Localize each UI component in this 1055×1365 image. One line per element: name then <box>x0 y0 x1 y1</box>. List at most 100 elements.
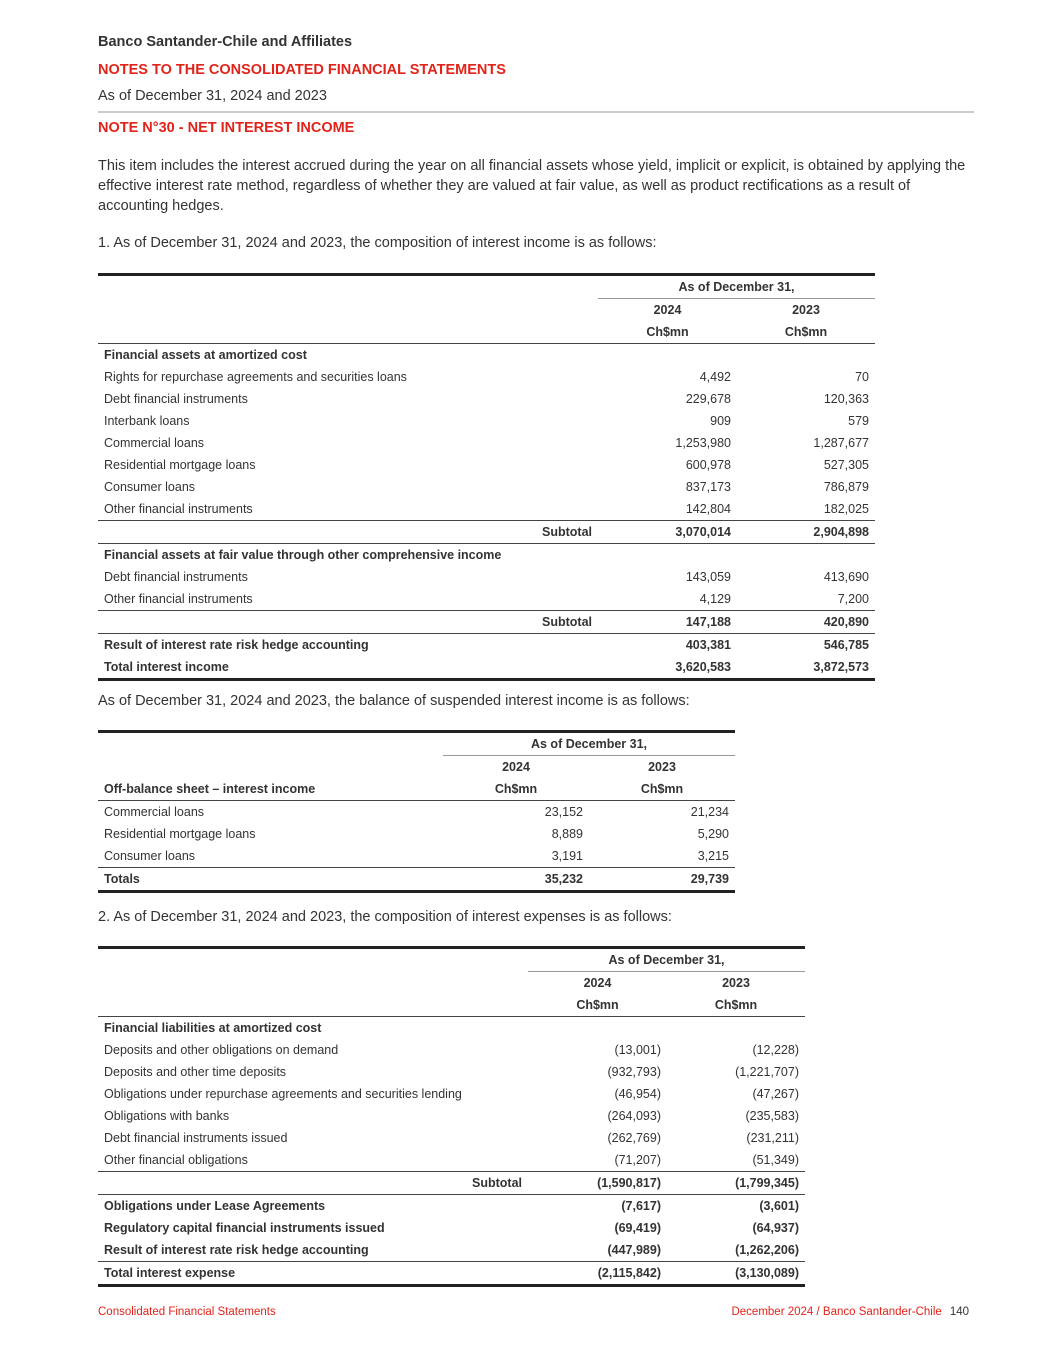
value-2024: 3,620,583 <box>675 660 731 674</box>
group-header: As of December 31, <box>443 731 735 756</box>
row-label: Obligations with banks <box>104 1109 230 1123</box>
value-2023 <box>737 344 875 367</box>
value-2023: (3,601) <box>667 1194 805 1217</box>
value-2023: 7,200 <box>837 592 869 606</box>
year-header: 2023 <box>648 760 676 774</box>
section-row: Financial assets at amortized cost <box>98 344 875 367</box>
section-row: Financial liabilities at amortized cost <box>98 1017 805 1040</box>
unit-header: Ch$mn <box>598 321 737 344</box>
total-row: Total interest expense (2,115,842) (3,130,… <box>98 1261 805 1286</box>
value-2023: 1,287,677 <box>813 436 869 450</box>
row-label: Other financial obligations <box>104 1153 248 1167</box>
value-2024: 837,173 <box>685 480 731 494</box>
value-2023: 5,290 <box>697 827 729 841</box>
row-label: Financial liabilities at amortized cost <box>104 1021 322 1035</box>
header-row-years: 2024 2023 <box>98 972 805 995</box>
value-2024 <box>528 1017 667 1040</box>
row-label: Totals <box>98 867 443 892</box>
group-header: As of December 31, <box>598 274 875 299</box>
value-2023: 420,890 <box>737 610 875 634</box>
value-2024: 147,188 <box>598 610 737 634</box>
value-2023: (235,583) <box>745 1109 799 1123</box>
unit-header: Ch$mn <box>667 994 805 1017</box>
bold-row: Result of interest rate risk hedge accou… <box>98 633 875 656</box>
value-2024: 142,804 <box>685 502 731 516</box>
value-2023: (3,130,089) <box>667 1261 805 1286</box>
label-header: Off-balance sheet – interest income <box>98 778 443 801</box>
item-row: Consumer loans 837,173 786,879 <box>98 476 875 498</box>
header-spacer <box>98 756 443 779</box>
value-2024 <box>598 543 737 566</box>
value-2023: (1,799,345) <box>667 1171 805 1195</box>
bold-row: Regulatory capital financial instruments… <box>98 1217 805 1239</box>
value-2024: (7,617) <box>528 1194 667 1217</box>
row-label: Deposits and other obligations on demand <box>104 1043 339 1057</box>
unit-header: Ch$mn <box>737 321 875 344</box>
item-row: Residential mortgage loans 600,978 527,305 <box>98 454 875 476</box>
item-row: Debt financial instruments issued (262,76… <box>98 1127 805 1149</box>
value-2024: (69,419) <box>614 1221 661 1235</box>
row-label: Debt financial instruments issued <box>104 1131 288 1145</box>
section-title: NOTES TO THE CONSOLIDATED FINANCIAL STAT… <box>98 62 506 78</box>
header-row-years: 2024 2023 <box>98 299 875 322</box>
section-row: Financial assets at fair value through o… <box>98 543 875 566</box>
value-2023: 21,234 <box>690 805 729 819</box>
item-row: Commercial loans 1,253,980 1,287,677 <box>98 432 875 454</box>
year-header: 2023 <box>722 976 750 990</box>
value-2024: 3,070,014 <box>598 520 737 544</box>
header-spacer <box>98 299 598 322</box>
note-title: NOTE N°30 - NET INTEREST INCOME <box>98 120 355 136</box>
header-row-group: As of December 31, <box>98 731 735 756</box>
row-label: Result of interest rate risk hedge accou… <box>98 633 598 656</box>
row-label: Residential mortgage loans <box>104 827 256 841</box>
value-2023: 546,785 <box>737 633 875 656</box>
row-label: Commercial loans <box>104 436 205 450</box>
row-label: Rights for repurchase agreements and sec… <box>104 370 407 384</box>
header-row-units: Ch$mn Ch$mn <box>98 321 875 344</box>
value-2024: (262,769) <box>607 1131 661 1145</box>
row-label: Consumer loans <box>104 480 196 494</box>
value-2023: 120,363 <box>823 392 869 406</box>
bold-row: Obligations under Lease Agreements (7,617… <box>98 1194 805 1217</box>
value-2023: 527,305 <box>823 458 869 472</box>
header-spacer <box>98 948 528 972</box>
header-spacer <box>98 275 598 299</box>
value-2024: 229,678 <box>685 392 731 406</box>
label-header <box>98 321 598 344</box>
subtotal-row: Subtotal 147,188 420,890 <box>98 610 875 634</box>
value-2023 <box>667 1017 805 1040</box>
value-2024: (264,093) <box>607 1109 661 1123</box>
subtotal-row: Subtotal 3,070,014 2,904,898 <box>98 520 875 544</box>
value-2023: 29,739 <box>589 867 735 892</box>
row-label: Obligations under Lease Agreements <box>98 1194 528 1217</box>
header-divider <box>98 111 974 113</box>
value-2024: (71,207) <box>614 1153 661 1167</box>
value-2024: 403,381 <box>598 633 737 656</box>
item-row: Debt financial instruments 229,678 120,363 <box>98 388 875 410</box>
value-2023: (47,267) <box>752 1087 799 1101</box>
value-2023 <box>737 543 875 566</box>
value-2024: 4,492 <box>699 370 731 384</box>
row-label: Financial assets at fair value through o… <box>98 543 598 566</box>
row-label: Obligations under repurchase agreements … <box>104 1087 462 1101</box>
row-label: Interbank loans <box>104 414 190 428</box>
value-2023: (64,937) <box>752 1221 799 1235</box>
value-2024: (2,115,842) <box>528 1261 667 1286</box>
company-name: Banco Santander-Chile and Affiliates <box>98 34 353 50</box>
item-row: Deposits and other obligations on demand… <box>98 1039 805 1061</box>
item-row: Other financial obligations (71,207) (51,3… <box>98 1149 805 1172</box>
intro-paragraph: This item includes the interest accrued … <box>98 158 966 214</box>
value-2023: (12,228) <box>752 1043 799 1057</box>
header-row-units: Off-balance sheet – interest income Ch$mn… <box>98 778 735 801</box>
value-2023: 182,025 <box>823 502 869 516</box>
label-header <box>98 994 528 1017</box>
item-row: Rights for repurchase agreements and sec… <box>98 366 875 388</box>
value-2024: (447,989) <box>607 1243 661 1257</box>
item-row: Residential mortgage loans 8,889 5,290 <box>98 823 735 845</box>
value-2023: 70 <box>855 370 869 384</box>
value-2024: 23,152 <box>544 805 583 819</box>
row-label: Deposits and other time deposits <box>104 1065 287 1079</box>
value-2024: 3,191 <box>551 849 583 863</box>
item-row: Commercial loans 23,152 21,234 <box>98 801 735 824</box>
